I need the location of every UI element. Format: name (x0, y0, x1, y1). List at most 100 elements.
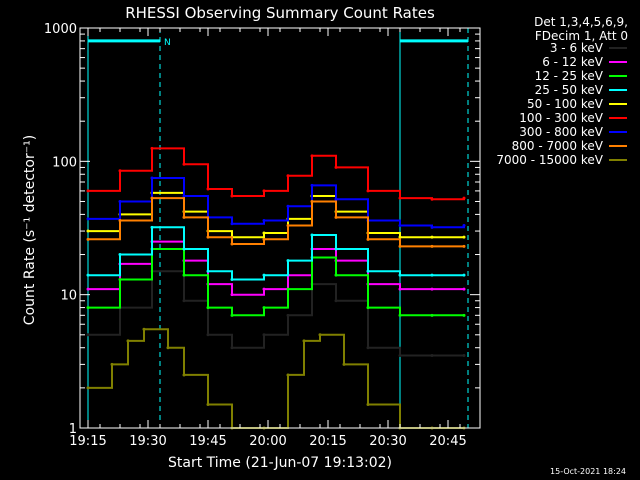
series-point-300-800-kev-12 (398, 224, 402, 228)
x-tick-label-19-15: 19:15 (69, 434, 106, 449)
series-point-50-100-kev-1 (86, 229, 90, 233)
series-point-100-300-kev-4 (182, 162, 186, 166)
series-point-300-800-kev-7 (262, 218, 266, 222)
y-axis-label: Count Rate (s⁻¹ detector⁻¹) (22, 135, 38, 325)
legend-header-line-1: Det 1,3,4,5,6,9, (534, 15, 628, 29)
series-point-12-25-kev-6 (230, 313, 234, 317)
series-point-3-6-kev-5 (206, 333, 210, 337)
series-point-100-300-kev-2 (118, 169, 122, 173)
series-point-25-50-kev-9 (310, 233, 314, 237)
series-line-100-300-kev (88, 147, 465, 201)
series-point-800-7000-kev-13 (430, 244, 434, 248)
legend-header-line-2: FDecim 1, Att 0 (535, 29, 628, 43)
series-point-25-50-kev-13 (430, 273, 434, 277)
x-tick-label-20-15: 20:15 (309, 434, 346, 449)
series-point-12-25-kev-2 (118, 277, 122, 281)
series-point-50-100-kev-13 (430, 235, 434, 239)
series-point-6-12-kev-12 (398, 287, 402, 291)
series-point-50-100-kev-14 (462, 235, 466, 239)
x-axis-label: Start Time (21-Jun-07 19:13:02) (168, 455, 392, 471)
series-point-12-25-kev-13 (430, 313, 434, 317)
series-point-300-800-kev-10 (334, 197, 338, 201)
series-point-800-7000-kev-3 (150, 196, 154, 200)
series-point-300-800-kev-8 (286, 204, 290, 208)
series-point-6-12-kev-13 (430, 287, 434, 291)
series-point-50-100-kev-12 (398, 235, 402, 239)
legend-label-7000-15000-kev: 7000 - 15000 keV (496, 153, 603, 167)
series-point-100-300-kev-9 (310, 154, 314, 158)
series-point-6-12-kev-6 (230, 293, 234, 297)
series-point-12-25-kev-11 (366, 306, 370, 310)
series-point-100-300-kev-6 (230, 194, 234, 198)
series-point-25-50-kev-14 (462, 273, 466, 277)
series-point-3-6-kev-12 (398, 353, 402, 357)
x-tick-label-19-45: 19:45 (189, 434, 226, 449)
series-point-6-12-kev-14 (462, 287, 466, 291)
series-point-3-6-kev-10 (334, 299, 338, 303)
series-point-7000-15000-kev-11 (302, 339, 306, 343)
legend-label-12-25-kev: 12 - 25 keV (535, 69, 604, 83)
series-point-3-6-kev-1 (86, 333, 90, 337)
series-point-25-50-kev-10 (334, 247, 338, 251)
legend-label-800-7000-kev: 800 - 7000 keV (512, 139, 604, 153)
axes: 19:15 19:30 19:45 20:00 20:15 20:30 20:45 1 10 10… (44, 22, 481, 449)
y-tick-label-10: 10 (60, 289, 77, 304)
series-point-100-300-kev-1 (86, 189, 90, 193)
series-point-7000-15000-kev-6 (182, 373, 186, 377)
x-tick-label-20-30: 20:30 (369, 434, 406, 449)
series-point-100-300-kev-8 (286, 174, 290, 178)
series-point-3-6-kev-4 (182, 299, 186, 303)
series-point-3-6-kev-14 (462, 353, 466, 357)
series-point-800-7000-kev-12 (398, 244, 402, 248)
series-point-300-800-kev-14 (462, 224, 466, 228)
series-point-25-50-kev-12 (398, 273, 402, 277)
series-point-800-7000-kev-1 (86, 237, 90, 241)
series-point-12-25-kev-8 (286, 287, 290, 291)
series-point-7000-15000-kev-3 (126, 339, 130, 343)
series-point-300-800-kev-4 (182, 194, 186, 198)
series-point-100-300-kev-7 (262, 189, 266, 193)
footer-timestamp: 15-Oct-2021 18:24 (550, 467, 626, 476)
series-point-25-50-kev-7 (262, 273, 266, 277)
series-point-100-300-kev-13 (430, 197, 434, 201)
series-point-800-7000-kev-5 (206, 235, 210, 239)
series-point-300-800-kev-13 (430, 225, 434, 229)
series-point-25-50-kev-1 (86, 273, 90, 277)
series-point-7000-15000-kev-5 (166, 346, 170, 350)
series-point-25-50-kev-11 (366, 269, 370, 273)
series-point-800-7000-kev-6 (230, 242, 234, 246)
series-point-7000-15000-kev-4 (142, 327, 146, 331)
legend: Det 1,3,4,5,6,9, FDecim 1, Att 0 3 - 6 k… (496, 15, 628, 167)
series-point-3-6-kev-7 (262, 333, 266, 337)
series-point-300-800-kev-9 (310, 183, 314, 187)
series-point-25-50-kev-2 (118, 253, 122, 257)
series-point-100-300-kev-12 (398, 196, 402, 200)
series-point-7000-15000-kev-7 (206, 403, 210, 407)
series-point-12-25-kev-1 (86, 306, 90, 310)
series-point-100-300-kev-3 (150, 146, 154, 150)
series-point-7000-15000-kev-1 (86, 386, 90, 390)
y-tick-label-1: 1 (69, 422, 77, 437)
series-point-25-50-kev-6 (230, 277, 234, 281)
series-point-300-800-kev-2 (118, 199, 122, 203)
legend-label-50-100-kev: 50 - 100 keV (527, 97, 604, 111)
series-point-7000-15000-kev-13 (342, 362, 346, 366)
series-line-300-800-kev (88, 177, 465, 229)
series-point-100-300-kev-10 (334, 165, 338, 169)
series-point-300-800-kev-1 (86, 217, 90, 221)
series-point-12-25-kev-5 (206, 306, 210, 310)
legend-label-25-50-kev: 25 - 50 keV (535, 83, 604, 97)
series-point-6-12-kev-7 (262, 287, 266, 291)
series-point-12-25-kev-4 (182, 273, 186, 277)
series-point-25-50-kev-3 (150, 225, 154, 229)
x-tick-label-20-00: 20:00 (249, 434, 286, 449)
series-point-7000-15000-kev-14 (366, 403, 370, 407)
series-point-25-50-kev-5 (206, 269, 210, 273)
chart-title: RHESSI Observing Summary Count Rates (125, 4, 435, 22)
series-point-800-7000-kev-4 (182, 215, 186, 219)
series-point-300-800-kev-6 (230, 222, 234, 226)
x-tick-label-20-45: 20:45 (429, 434, 466, 449)
series-point-100-300-kev-14 (462, 196, 466, 200)
series-point-12-25-kev-7 (262, 306, 266, 310)
